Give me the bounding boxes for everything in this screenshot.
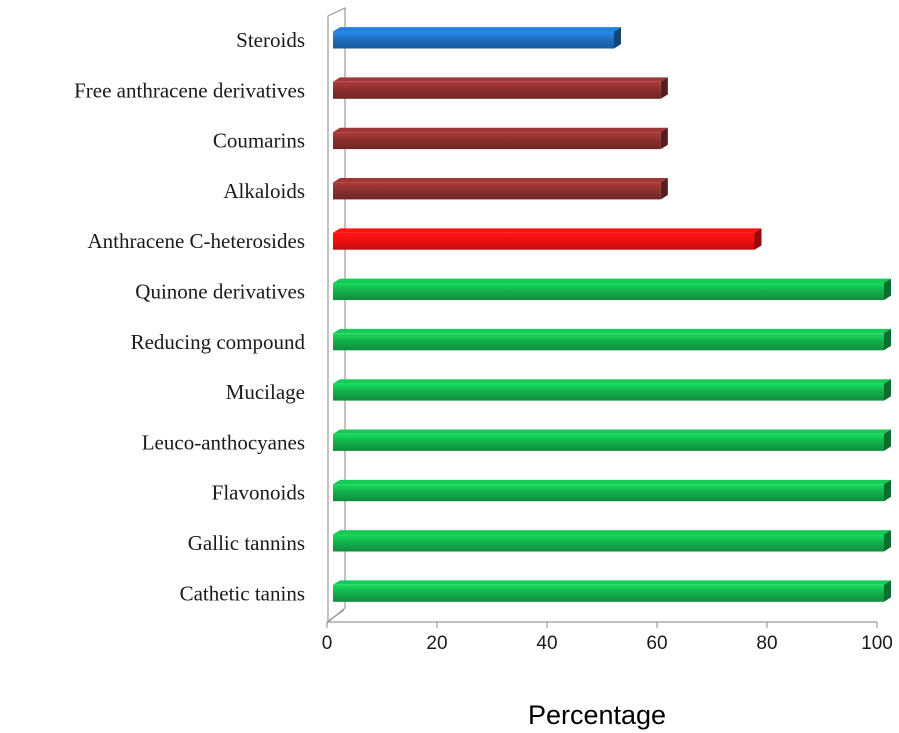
- category-label: Gallic tannins: [188, 531, 305, 555]
- x-tick-label: 60: [646, 633, 667, 654]
- bar: [333, 580, 891, 602]
- bar-group: [333, 27, 891, 602]
- category-label: Steroids: [236, 28, 305, 52]
- bar-end-face: [660, 178, 668, 200]
- bar-top-face: [333, 228, 762, 233]
- bar-top-face: [333, 530, 891, 535]
- bar-front-face: [333, 383, 884, 401]
- x-axis-title: Percentage: [528, 700, 666, 730]
- bar-front-face: [333, 333, 884, 351]
- bar-front-face: [333, 31, 615, 49]
- x-tick-label: 20: [426, 633, 447, 654]
- x-tick-label: 80: [756, 633, 777, 654]
- category-label: Flavonoids: [212, 481, 305, 505]
- bar-top-face: [333, 379, 891, 384]
- bar-front-face: [333, 182, 661, 200]
- bar: [333, 328, 891, 351]
- bar: [333, 77, 668, 99]
- bar-top-face: [333, 127, 668, 133]
- bar-front-face: [333, 433, 884, 451]
- category-label: Free anthracene derivatives: [74, 78, 305, 102]
- bar-front-face: [333, 232, 755, 250]
- bar-front-face: [333, 534, 884, 552]
- bar-front-face: [333, 484, 884, 502]
- bar-front-face: [333, 132, 661, 150]
- bar: [333, 228, 762, 250]
- bar: [333, 178, 668, 200]
- bar: [333, 27, 622, 49]
- category-label: Mucilage: [226, 380, 305, 404]
- bar-top-face: [333, 580, 891, 585]
- bar-end-face: [660, 77, 668, 99]
- bar-front-face: [333, 283, 884, 300]
- bar: [333, 379, 891, 401]
- bar-top-face: [333, 479, 891, 485]
- bar: [333, 429, 891, 451]
- category-labels: Steroids Free anthracene derivatives Couma…: [74, 28, 305, 605]
- floor-edge: [326, 609, 345, 623]
- x-tick-label: 40: [536, 633, 557, 654]
- bar-front-face: [333, 584, 884, 602]
- chart-back-wall: [327, 7, 346, 624]
- bar-end-face: [884, 429, 891, 451]
- bar-end-face: [884, 530, 891, 552]
- bar-top-face: [333, 77, 668, 82]
- chart-wall: [327, 7, 346, 624]
- bar-end-face: [884, 278, 891, 300]
- category-label: Quinone derivatives: [135, 280, 305, 304]
- category-label: Leuco-anthocyanes: [142, 430, 305, 454]
- bar-end-face: [614, 27, 622, 49]
- bar-end-face: [660, 127, 668, 150]
- category-label: Cathetic tanins: [180, 581, 305, 605]
- bar-end-face: [884, 580, 891, 602]
- bar-front-face: [333, 81, 661, 99]
- category-label: Alkaloids: [223, 179, 305, 203]
- bar-top-face: [333, 328, 891, 334]
- bar: [333, 278, 891, 300]
- x-tick-label: 100: [861, 633, 893, 654]
- category-label: Coumarins: [213, 129, 305, 153]
- bar-top-face: [333, 27, 622, 32]
- bar-top-face: [333, 429, 891, 434]
- x-tick-label: 0: [322, 633, 333, 654]
- bar: [333, 530, 891, 552]
- bar-end-face: [884, 479, 891, 502]
- bar-top-face: [333, 178, 668, 183]
- bar-end-face: [884, 328, 891, 351]
- bar: [333, 479, 891, 502]
- bar: [333, 127, 668, 150]
- x-axis: 0 20 40 60 80 100: [322, 609, 893, 654]
- category-label: Reducing compound: [131, 330, 306, 354]
- bar-end-face: [754, 228, 762, 250]
- category-label: Anthracene C-heterosides: [88, 229, 306, 253]
- bar-end-face: [884, 379, 891, 401]
- bar-top-face: [333, 278, 891, 283]
